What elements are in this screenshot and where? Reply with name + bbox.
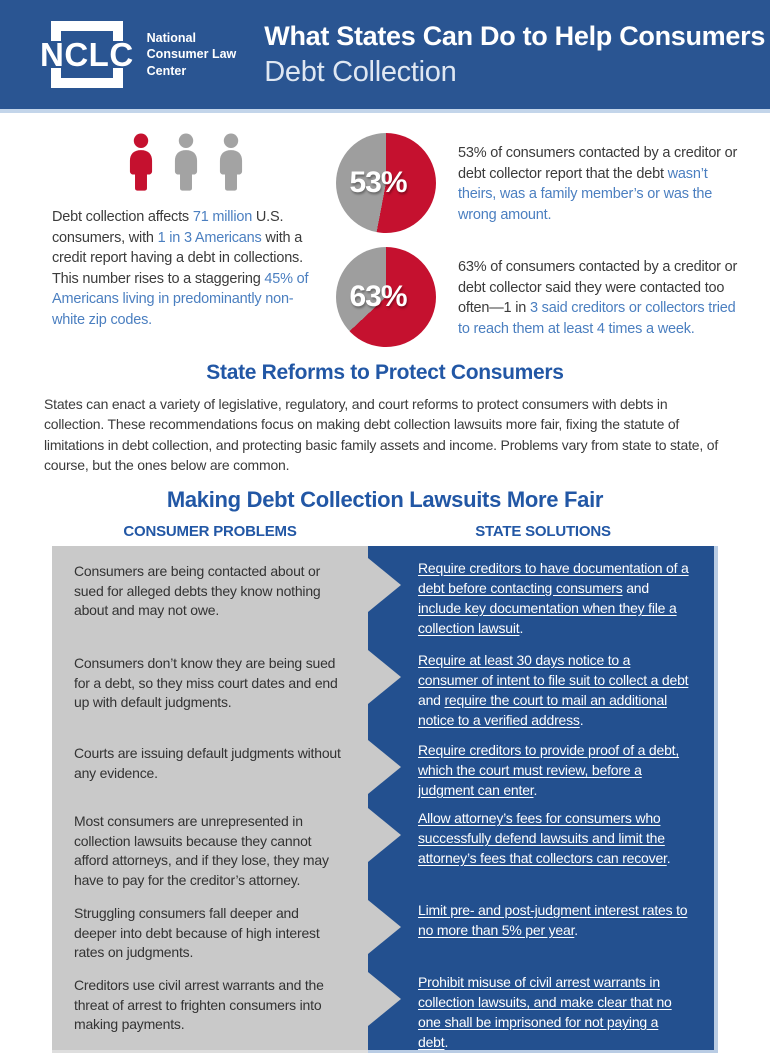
text-segment: U.S. consumers, with bbox=[52, 209, 284, 246]
table-row: Consumers don’t know they are being sued… bbox=[52, 648, 718, 738]
stat-text-53: 53% of consumers contacted by a creditor… bbox=[458, 133, 744, 225]
text-segment: 1 in 3 Americans bbox=[157, 229, 262, 246]
reforms-heading: State Reforms to Protect Consumers bbox=[206, 361, 564, 384]
text-segment: . bbox=[666, 849, 671, 866]
text-segment: . bbox=[444, 1033, 449, 1050]
problem-text: Struggling consumers fall deeper and dee… bbox=[74, 905, 320, 961]
table-row: Courts are issuing default judgments wit… bbox=[52, 738, 718, 806]
solution-text: Require at least 30 days notice to a con… bbox=[368, 648, 718, 738]
stat-text-63: 63% of consumers contacted by a creditor… bbox=[458, 247, 744, 339]
solution-link[interactable]: Require creditors to provide proof of a … bbox=[418, 742, 680, 798]
stats-left-block: Debt collection affects 71 million U.S. … bbox=[52, 133, 320, 347]
nclc-logo: NCLC National Consumer Law Center bbox=[40, 20, 237, 89]
org-name-line: National bbox=[146, 31, 196, 46]
solution-link[interactable]: require the court to mail an additional … bbox=[418, 691, 668, 728]
solution-text: Prohibit misuse of civil arrest warrants… bbox=[368, 970, 718, 1053]
text-segment: . bbox=[574, 922, 578, 939]
problem-text: Creditors use civil arrest warrants and … bbox=[74, 977, 324, 1033]
solution-link[interactable]: Prohibit misuse of civil arrest warrants… bbox=[418, 974, 672, 1050]
text-segment: 53% of consumers contacted by a creditor… bbox=[458, 145, 738, 182]
problem-text: Most consumers are unrepresented in coll… bbox=[74, 813, 329, 888]
org-name-line: Consumer Law bbox=[146, 47, 237, 62]
text-segment: . bbox=[533, 781, 538, 798]
title-block: What States Can Do to Help Consumers Deb… bbox=[264, 21, 765, 89]
stat-row-63: 63% 63% of consumers contacted by a cred… bbox=[336, 247, 744, 347]
right-arrow-icon bbox=[346, 808, 401, 863]
table-row: Creditors use civil arrest warrants and … bbox=[52, 970, 718, 1053]
column-headers: CONSUMER PROBLEMS STATE SOLUTIONS bbox=[0, 523, 770, 540]
page-subtitle: Debt Collection bbox=[264, 55, 457, 88]
problem-text: Consumers are being contacted about or s… bbox=[74, 563, 321, 619]
table-row: Consumers are being contacted about or s… bbox=[52, 556, 718, 648]
pie-label-53: 53% bbox=[349, 166, 407, 199]
text-segment: 71 million bbox=[192, 209, 253, 225]
logo-acronym: NCLC bbox=[40, 35, 134, 73]
consumer-problems-header: CONSUMER PROBLEMS bbox=[123, 523, 297, 541]
problems-solutions-table: Consumers are being contacted about or s… bbox=[52, 546, 718, 1053]
solution-text: Allow attorney’s fees for consumers who … bbox=[368, 806, 718, 898]
problem-text: Consumers don’t know they are being sued… bbox=[74, 655, 338, 711]
right-arrow-icon bbox=[346, 740, 401, 795]
text-segment: with a credit report having a debt in co… bbox=[52, 229, 303, 287]
table-row: Struggling consumers fall deeper and dee… bbox=[52, 898, 718, 970]
text-segment: . bbox=[579, 711, 584, 728]
solution-link[interactable]: Require at least 30 days notice to a con… bbox=[418, 652, 689, 689]
table-rows: Consumers are being contacted about or s… bbox=[52, 546, 718, 1053]
text-segment: Debt collection affects bbox=[52, 209, 193, 225]
solution-link[interactable]: Allow attorney’s fees for consumers who … bbox=[418, 810, 667, 866]
nclc-logo-mark: NCLC bbox=[40, 20, 134, 89]
page-title: What States Can Do to Help Consumers bbox=[264, 20, 766, 51]
logo-bracket-top-icon bbox=[50, 20, 123, 41]
stats-section: Debt collection affects 71 million U.S. … bbox=[0, 113, 770, 347]
debt-collection-stat-text: Debt collection affects 71 million U.S. … bbox=[52, 207, 320, 330]
solution-link[interactable]: Limit pre- and post-judgment interest ra… bbox=[418, 902, 688, 939]
right-arrow-icon bbox=[346, 972, 401, 1027]
org-name: National Consumer Law Center bbox=[147, 30, 237, 79]
person-icon bbox=[169, 133, 203, 195]
text-segment: and bbox=[418, 691, 445, 708]
text-segment: . bbox=[519, 619, 524, 636]
org-name-line: Center bbox=[146, 63, 187, 78]
text-segment: 63% of consumers contacted by a creditor… bbox=[458, 259, 738, 317]
solution-text: Require creditors to provide proof of a … bbox=[368, 738, 718, 806]
problem-text: Courts are issuing default judgments wit… bbox=[74, 745, 341, 781]
person-icon bbox=[124, 133, 158, 195]
state-solutions-header: STATE SOLUTIONS bbox=[475, 523, 611, 541]
right-arrow-icon bbox=[346, 900, 401, 955]
text-segment: 3 said creditors or collectors tried to … bbox=[458, 300, 736, 337]
page-header: NCLC National Consumer Law Center What S… bbox=[0, 0, 770, 113]
person-icon bbox=[214, 133, 248, 195]
table-title: Making Debt Collection Lawsuits More Fai… bbox=[166, 487, 604, 513]
text-segment: 45% of Americans living in predominantly… bbox=[52, 270, 309, 328]
pie-chart-63: 63% bbox=[336, 247, 436, 347]
stat-row-53: 53% 53% of consumers contacted by a cred… bbox=[336, 133, 744, 233]
solution-link[interactable]: include key documentation when they file… bbox=[418, 599, 677, 636]
people-figure bbox=[52, 133, 320, 195]
text-segment: and bbox=[622, 580, 649, 597]
stats-right-block: 53% 53% of consumers contacted by a cred… bbox=[336, 133, 744, 347]
right-arrow-icon bbox=[346, 650, 401, 705]
reforms-paragraph: States can enact a variety of legislativ… bbox=[44, 396, 719, 473]
pie-label-63: 63% bbox=[349, 280, 407, 313]
text-segment: wasn’t theirs, was a family member’s or … bbox=[458, 165, 713, 223]
table-row: Most consumers are unrepresented in coll… bbox=[52, 806, 718, 898]
solution-text: Limit pre- and post-judgment interest ra… bbox=[368, 898, 718, 970]
solution-link[interactable]: Require creditors to have documentation … bbox=[418, 560, 689, 597]
solution-text: Require creditors to have documentation … bbox=[368, 556, 718, 648]
logo-bracket-bottom-icon bbox=[50, 68, 123, 89]
problems-column-background bbox=[52, 546, 368, 1053]
right-arrow-icon bbox=[346, 558, 401, 613]
pie-chart-53: 53% bbox=[336, 133, 436, 233]
